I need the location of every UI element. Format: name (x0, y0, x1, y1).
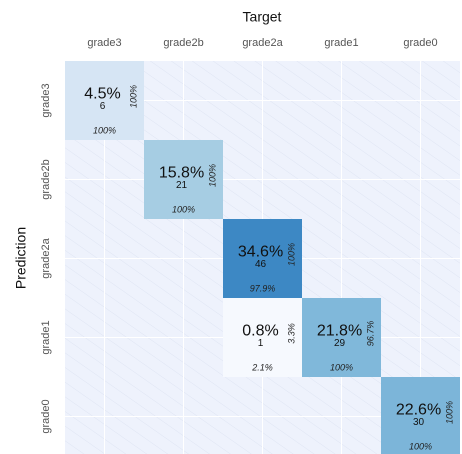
y-tick-label: grade2b (40, 159, 52, 199)
cell-percent: 21.8% (317, 323, 362, 340)
y-tick-label: grade2a (40, 237, 52, 278)
cell-count: 21 (176, 180, 188, 191)
x-axis-label: Target (243, 9, 282, 25)
y-axis-label: Prediction (13, 227, 29, 289)
row-percent: 100% (128, 85, 138, 108)
row-percent: 100% (286, 243, 296, 266)
y-tick-label: grade1 (40, 320, 52, 354)
cell (65, 61, 144, 140)
row-percent: 96.7% (365, 321, 375, 347)
x-tick-label: grade1 (324, 37, 358, 49)
col-percent: 2.1% (251, 362, 273, 372)
cell-count: 6 (100, 101, 106, 112)
cell-percent: 22.6% (396, 402, 441, 419)
cell-percent: 4.5% (84, 86, 120, 103)
col-percent: 100% (93, 125, 116, 135)
cell-percent: 15.8% (159, 165, 204, 182)
cell (223, 298, 302, 377)
col-percent: 100% (330, 362, 353, 372)
cell (144, 140, 223, 219)
row-percent: 3.3% (286, 323, 296, 344)
cell-percent: 0.8% (242, 323, 278, 340)
x-tick-label: grade2b (163, 37, 203, 49)
x-tick-label: grade2a (242, 37, 283, 49)
cell-count: 46 (255, 259, 267, 270)
cell (302, 298, 381, 377)
cell-count: 30 (413, 417, 425, 428)
cell-count: 1 (258, 338, 264, 349)
col-percent: 100% (172, 204, 195, 214)
y-tick-label: grade0 (40, 399, 52, 433)
cell (223, 219, 302, 298)
col-percent: 100% (409, 441, 432, 451)
cell-count: 29 (334, 338, 346, 349)
cell-percent: 34.6% (238, 244, 283, 261)
x-tick-label: grade3 (87, 37, 121, 49)
row-percent: 100% (207, 164, 217, 187)
col-percent: 97.9% (250, 283, 276, 293)
y-tick-label: grade3 (40, 83, 52, 117)
row-percent: 100% (444, 401, 454, 424)
x-tick-label: grade0 (403, 37, 437, 49)
cell (381, 377, 460, 454)
